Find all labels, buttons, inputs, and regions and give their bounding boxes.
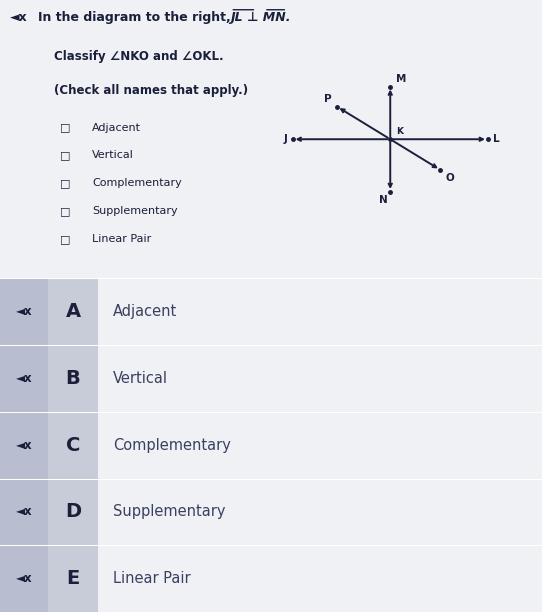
Text: J: J: [283, 134, 287, 144]
Bar: [48, 545, 98, 612]
Text: P: P: [324, 94, 332, 104]
Text: □: □: [60, 206, 70, 216]
Text: In the diagram to the right,: In the diagram to the right,: [38, 11, 235, 24]
Text: E: E: [66, 569, 80, 588]
Bar: [0, 345, 48, 412]
Text: Complementary: Complementary: [113, 438, 231, 453]
Text: □: □: [60, 234, 70, 244]
Text: Classify ∠NKO and ∠OKL.: Classify ∠NKO and ∠OKL.: [54, 50, 224, 63]
Text: ◄x: ◄x: [16, 305, 33, 318]
Text: Adjacent: Adjacent: [113, 304, 177, 319]
Text: Vertical: Vertical: [92, 151, 134, 160]
Text: Adjacent: Adjacent: [92, 122, 141, 133]
Bar: [48, 479, 98, 545]
Text: Vertical: Vertical: [113, 371, 168, 386]
Text: ◄x: ◄x: [16, 372, 33, 385]
Text: JL ⊥ MN.: JL ⊥ MN.: [230, 11, 291, 24]
Text: (Check all names that apply.): (Check all names that apply.): [54, 83, 248, 97]
Text: ◄x: ◄x: [16, 439, 33, 452]
Text: □: □: [60, 151, 70, 160]
Text: L: L: [493, 134, 500, 144]
Text: ◄x: ◄x: [16, 572, 33, 585]
Text: M: M: [396, 74, 406, 84]
Text: □: □: [60, 122, 70, 133]
Bar: [0, 545, 48, 612]
Bar: [48, 345, 98, 412]
Text: ◄x: ◄x: [16, 506, 33, 518]
Bar: [0, 278, 48, 345]
Text: Supplementary: Supplementary: [92, 206, 178, 216]
Text: B: B: [66, 369, 80, 388]
Text: Complementary: Complementary: [92, 178, 182, 188]
Text: □: □: [60, 178, 70, 188]
Text: A: A: [66, 302, 81, 321]
Bar: [48, 412, 98, 479]
Text: D: D: [65, 502, 81, 521]
Bar: [48, 278, 98, 345]
Text: K: K: [396, 127, 403, 136]
Text: Linear Pair: Linear Pair: [92, 234, 151, 244]
Text: Linear Pair: Linear Pair: [113, 571, 191, 586]
Text: Supplementary: Supplementary: [113, 504, 225, 520]
Text: C: C: [66, 436, 80, 455]
Text: N: N: [379, 195, 388, 204]
Text: ◄x: ◄x: [10, 11, 28, 24]
Text: O: O: [446, 173, 455, 183]
Bar: [0, 412, 48, 479]
Bar: [0, 479, 48, 545]
